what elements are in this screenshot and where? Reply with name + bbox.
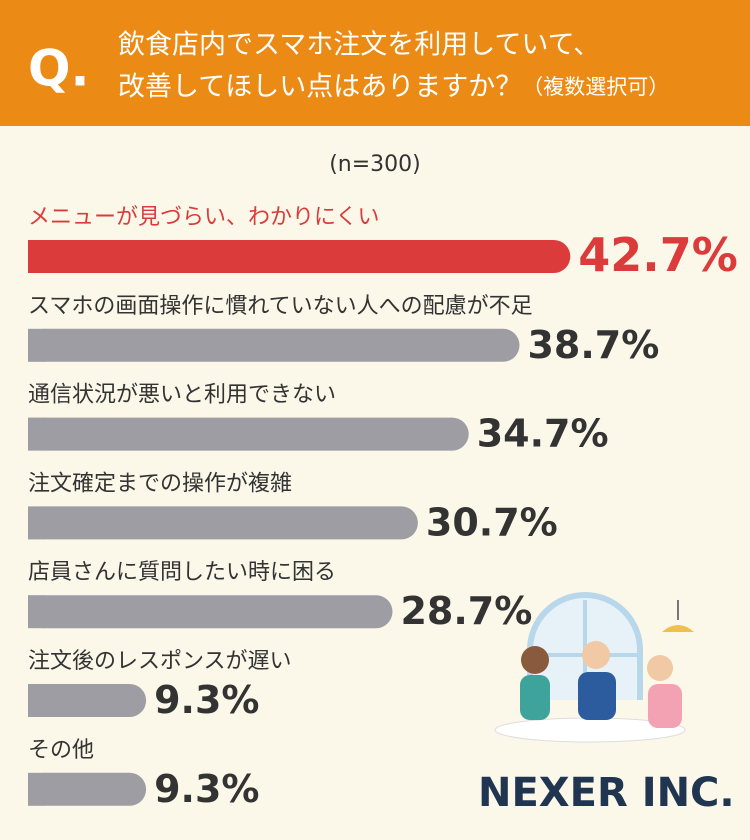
bar-left-edge [28, 417, 45, 451]
bar [28, 595, 393, 629]
question-mark: Q. [28, 40, 90, 98]
bar [28, 506, 418, 540]
sample-note: (n=300) [329, 152, 421, 177]
category-label: 通信状況が悪いと利用できない [28, 383, 336, 408]
bar-left-edge [28, 328, 45, 362]
value-label: 9.3% [154, 767, 259, 811]
category-label: スマホの画面操作に慣れていない人への配慮が不足 [28, 294, 533, 319]
category-label: その他 [28, 738, 94, 763]
value-label: 34.7% [477, 412, 609, 456]
bar-left-edge [28, 772, 45, 806]
category-label: 店員さんに質問したい時に困る [28, 560, 336, 585]
title-note: （複数選択可） [522, 75, 669, 99]
bar [28, 684, 147, 717]
illustration [494, 592, 694, 743]
title-line: 飲食店内でスマホ注文を利用していて、 [118, 30, 600, 61]
bar-left-edge [28, 595, 45, 629]
category-label: メニューが見づらい、わかりにくい [28, 205, 380, 230]
bar [28, 772, 147, 806]
header [0, 0, 750, 126]
value-label: 38.7% [527, 323, 659, 367]
value-label: 30.7% [426, 500, 558, 544]
brand-logo: NEXER INC. [478, 770, 735, 816]
bar-left-edge [28, 506, 45, 540]
category-label: 注文確定までの操作が複雑 [28, 471, 292, 496]
value-label: 42.7% [578, 228, 738, 282]
value-label: 9.3% [154, 678, 259, 722]
title-line: 改善してほしい点はありますか？（複数選択可） [118, 72, 669, 103]
category-label: 注文後のレスポンスが遅い [28, 649, 292, 674]
value-label: 28.7% [400, 589, 532, 633]
bar [28, 328, 520, 362]
bar-left-edge [28, 684, 45, 717]
bar [28, 417, 469, 451]
bar-left-edge [28, 240, 45, 273]
bar [28, 240, 571, 273]
